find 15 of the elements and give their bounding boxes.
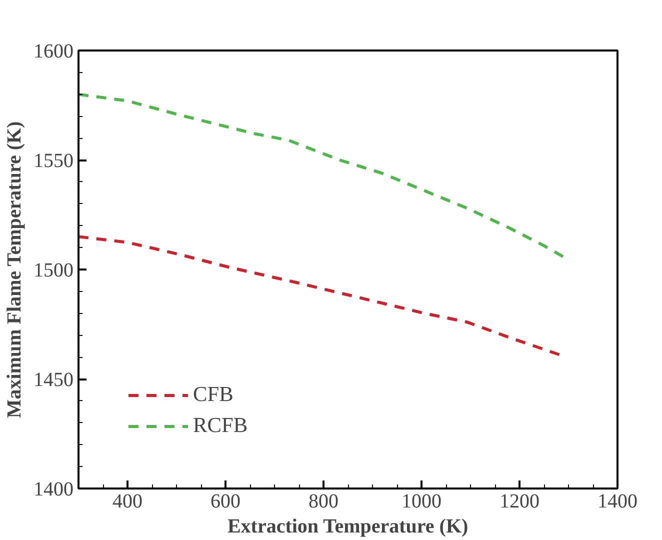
y-tick-label: 1550 [34, 150, 74, 172]
y-axis-title: Maximum Flame Temperature (K) [4, 121, 26, 418]
y-tick-label: 1500 [34, 260, 74, 282]
y-tick-label: 1450 [34, 369, 74, 391]
x-axis-title: Extraction Temperature (K) [227, 516, 468, 538]
legend-label: RCFB [193, 413, 248, 438]
x-tick-label: 1400 [598, 490, 638, 512]
x-tick-label: 400 [112, 490, 142, 512]
x-tick-label: 600 [210, 490, 240, 512]
y-tick-label: 1600 [34, 40, 74, 62]
x-tick-label: 1000 [402, 490, 442, 512]
x-tick-label: 1200 [500, 490, 540, 512]
legend-label: CFB [193, 382, 234, 407]
x-tick-label: 800 [308, 490, 338, 512]
line-series [78, 235, 562, 356]
